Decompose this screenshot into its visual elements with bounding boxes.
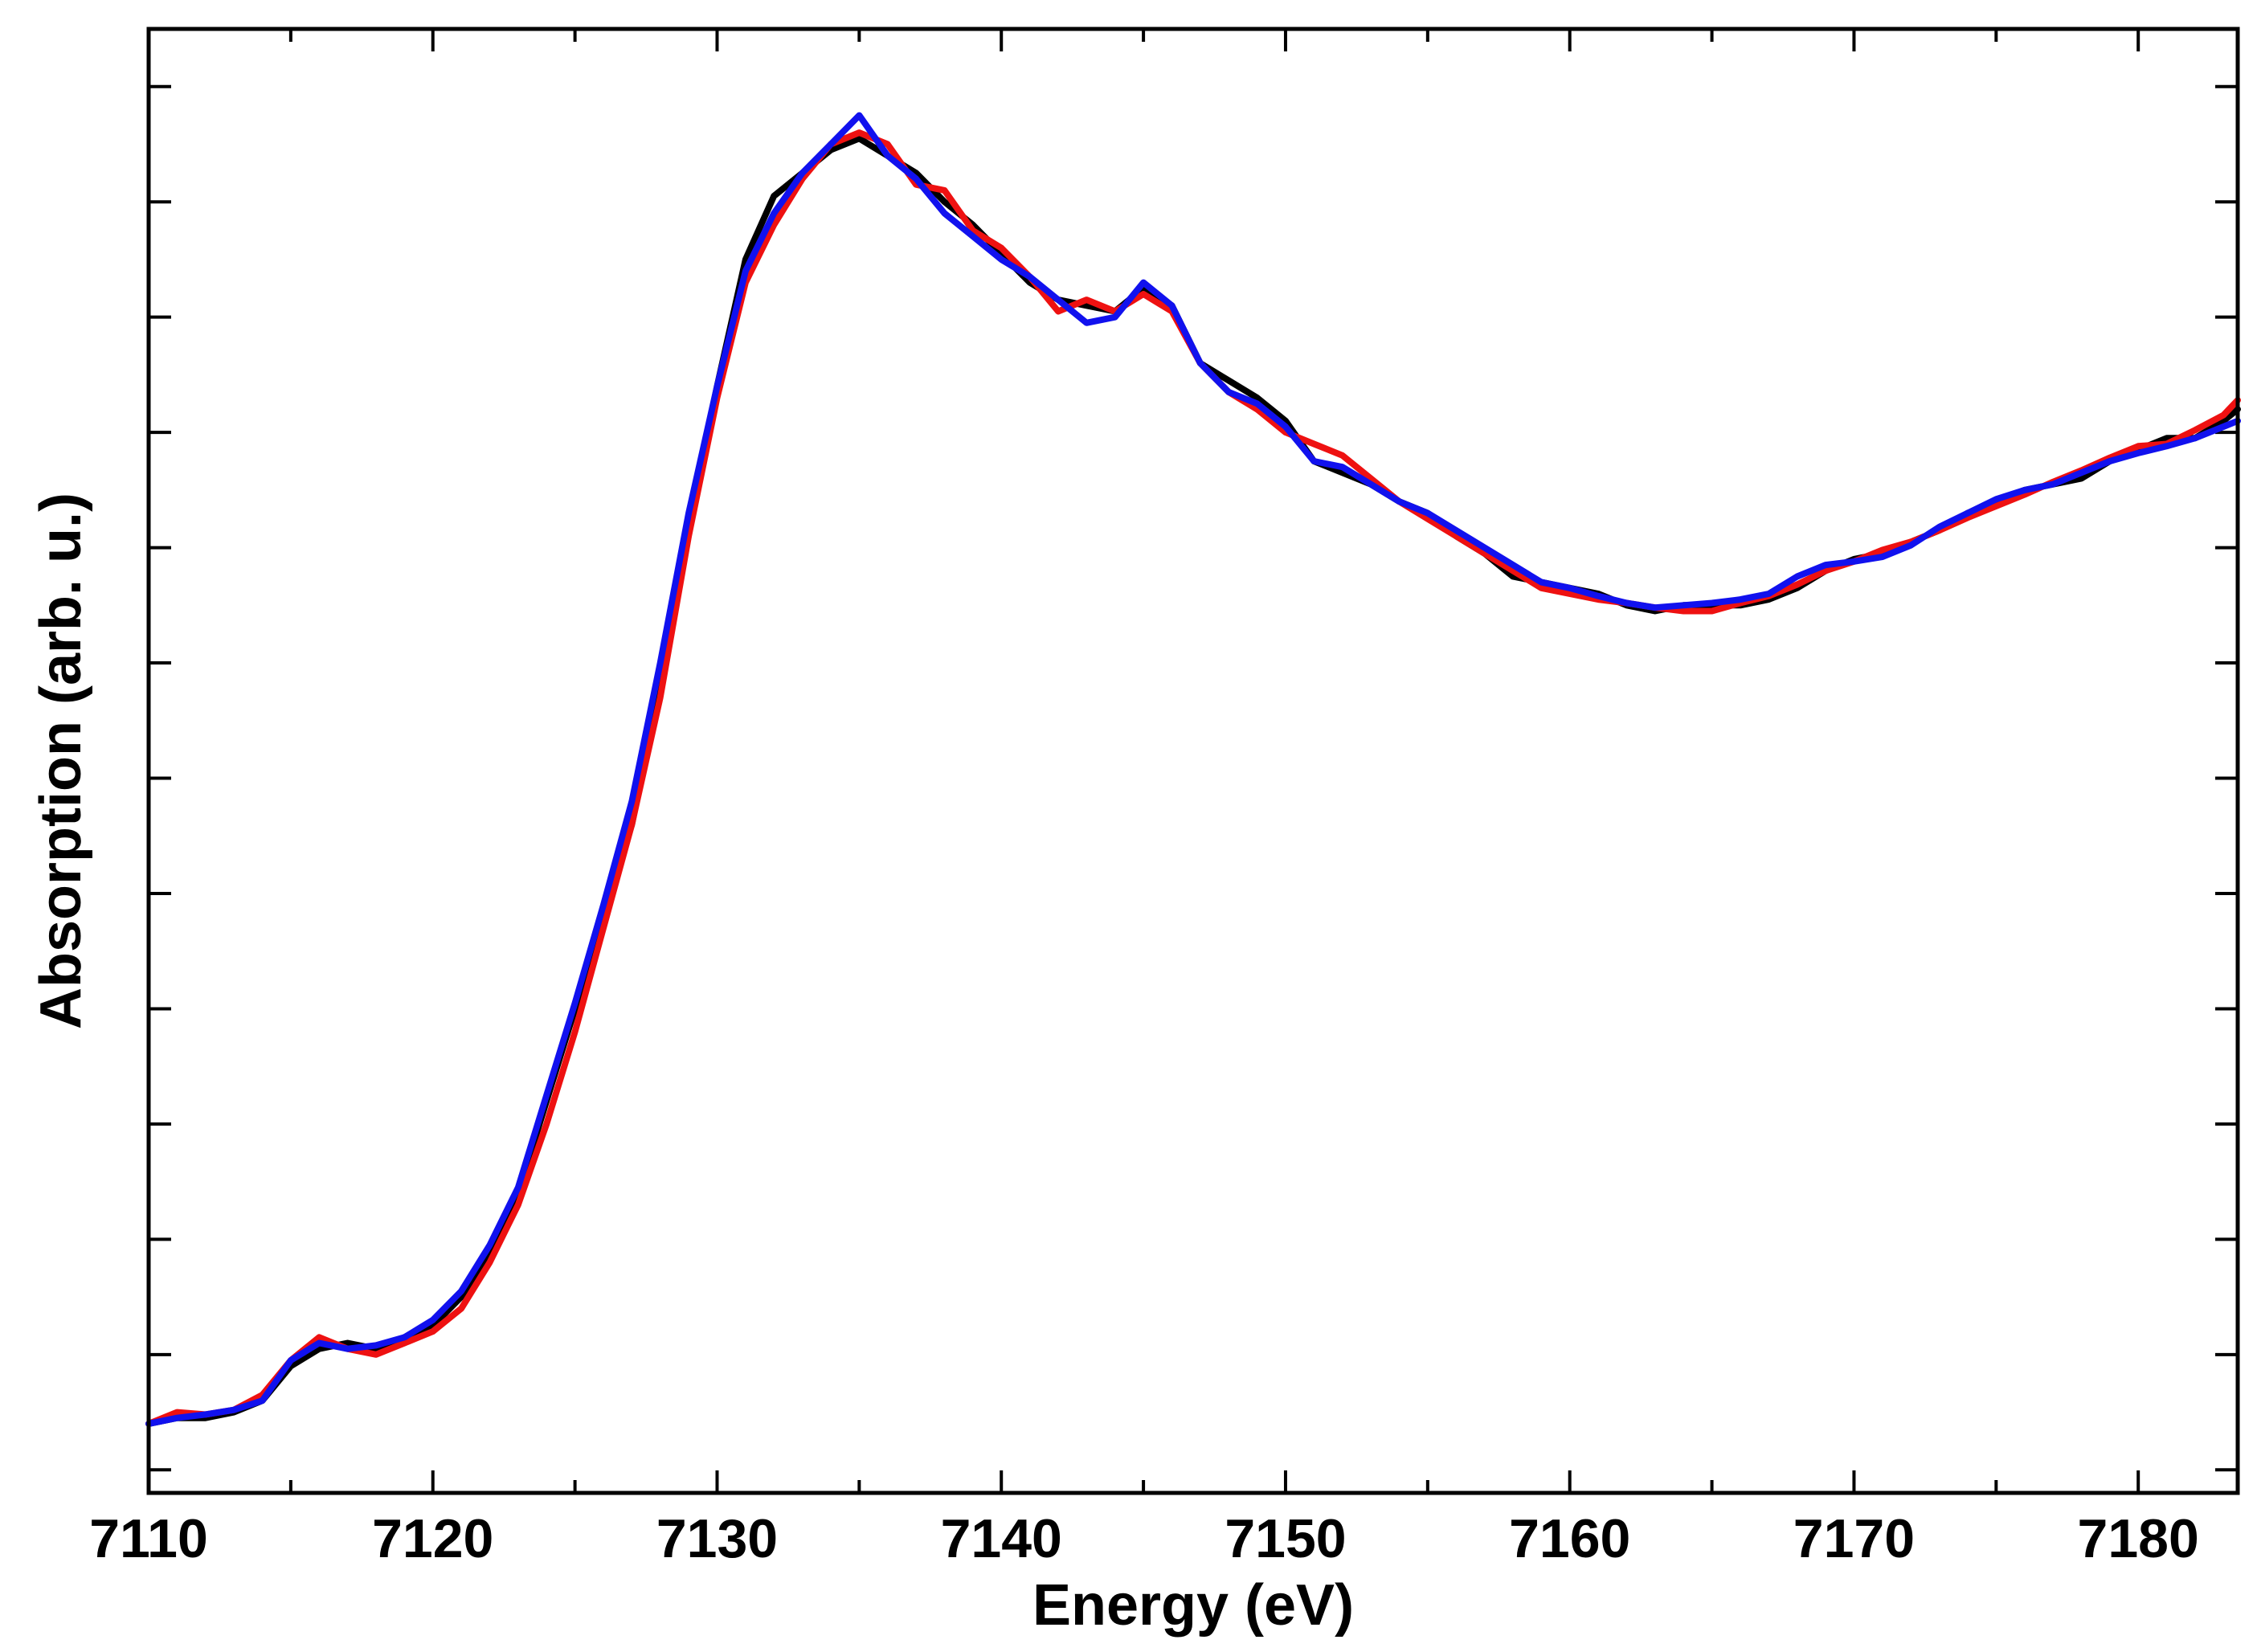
axis-ticks [147,29,2238,1493]
x-tick-label: 7170 [1793,1508,1915,1569]
y-axis-title: Absorption (arb. u.) [29,493,93,1029]
x-tick-label: 7150 [1225,1508,1346,1569]
x-tick-label: 7120 [372,1508,493,1569]
x-axis-title: Energy (eV) [1032,1573,1354,1638]
x-tick-label: 7110 [89,1508,208,1569]
x-tick-label: 7160 [1509,1508,1630,1569]
x-tick-labels: 7110 7120 7130 7140 7150 7160 7170 7180 [89,1508,2199,1569]
plot-area [145,112,2241,1427]
series-line-3 [145,112,2241,1427]
x-tick-label: 7130 [656,1508,778,1569]
x-tick-label: 7180 [2078,1508,2199,1569]
x-tick-label: 7140 [941,1508,1062,1569]
plot-frame [146,27,2240,1495]
